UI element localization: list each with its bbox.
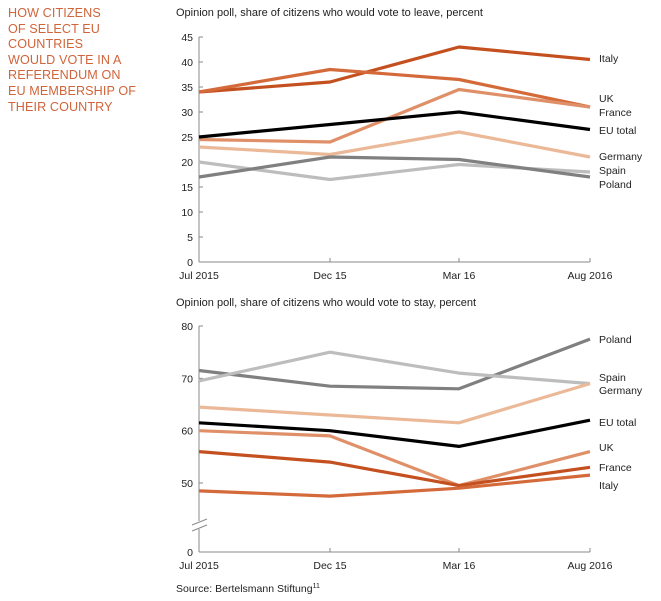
series-line-france <box>198 87 591 144</box>
series-line-eu-total <box>198 418 591 448</box>
headline-line: REFERENDUM ON <box>8 68 121 83</box>
source-text: Source: Bertelsmann Stiftung <box>176 583 313 595</box>
headline-line: HOW CITIZENS <box>8 6 101 20</box>
source-superscript: 11 <box>313 583 320 590</box>
y-tick-label: 5 <box>187 232 193 244</box>
headline-line: COUNTRIES <box>8 37 84 52</box>
end-label-italy: Italy <box>599 53 619 65</box>
end-label-germany: Germany <box>599 385 643 397</box>
chart-leave: Opinion poll, share of citizens who woul… <box>176 7 643 282</box>
axis-break-mark <box>191 518 208 526</box>
axis-break-mark <box>191 524 208 532</box>
end-label-eu-total: EU total <box>599 125 636 137</box>
end-label-spain: Spain <box>599 372 626 384</box>
y-tick-label: 30 <box>181 107 193 119</box>
headline-line: EU MEMBERSHIP OF <box>8 83 137 98</box>
end-label-poland: Poland <box>599 179 632 191</box>
x-tick-label: Dec 15 <box>313 560 346 572</box>
series-line-italy <box>198 45 591 94</box>
end-label-germany: Germany <box>599 151 643 163</box>
x-tick-label: Mar 16 <box>443 560 476 572</box>
series-line-uk <box>198 67 591 109</box>
end-label-uk: UK <box>599 93 614 105</box>
y-tick-label: 40 <box>181 57 193 69</box>
end-label-france: France <box>599 462 632 474</box>
headline-line: THEIR COUNTRY <box>8 99 113 114</box>
series-line-germany <box>198 130 591 159</box>
series-line-uk <box>198 429 591 488</box>
headline-line: WOULD VOTE IN A <box>8 52 122 67</box>
x-tick-label: Mar 16 <box>443 270 476 282</box>
x-tick-label: Dec 15 <box>313 270 346 282</box>
y-tick-label: 25 <box>181 132 193 144</box>
headline-line: OF SELECT EU <box>8 21 100 36</box>
chart-stay: Opinion poll, share of citizens who woul… <box>176 297 643 572</box>
y-tick-label: 45 <box>181 32 193 44</box>
y-tick-label: 35 <box>181 82 193 94</box>
end-label-spain: Spain <box>599 165 626 177</box>
series-line-germany <box>198 382 591 425</box>
x-tick-label: Aug 2016 <box>568 270 613 282</box>
y-tick-label: 15 <box>181 182 193 194</box>
headline: HOW CITIZENS OF SELECT EU COUNTRIES WOUL… <box>8 6 168 115</box>
series-line-italy <box>198 473 591 498</box>
y-tick-label: 80 <box>181 321 193 333</box>
y-tick-label: 70 <box>181 373 193 385</box>
series-line-eu-total <box>198 110 591 139</box>
y-tick-label: 0 <box>187 547 193 559</box>
series-line-poland <box>198 155 591 179</box>
series-line-spain <box>198 350 591 386</box>
series-line-france <box>198 450 591 488</box>
end-label-uk: UK <box>599 442 614 454</box>
end-label-france: France <box>599 107 632 119</box>
end-label-eu-total: EU total <box>599 417 636 429</box>
x-tick-label: Aug 2016 <box>568 560 613 572</box>
y-tick-label: 0 <box>187 257 193 269</box>
series-line-poland <box>198 337 591 391</box>
y-tick-label: 50 <box>181 478 193 490</box>
x-tick-label: Jul 2015 <box>179 560 219 572</box>
y-tick-label: 10 <box>181 207 193 219</box>
y-tick-label: 60 <box>181 426 193 438</box>
chart-title: Opinion poll, share of citizens who woul… <box>176 7 483 19</box>
end-label-italy: Italy <box>599 480 619 492</box>
y-tick-label: 20 <box>181 157 193 169</box>
end-label-poland: Poland <box>599 334 632 346</box>
source-note: Source: Bertelsmann Stiftung11 <box>176 583 320 595</box>
chart-title: Opinion poll, share of citizens who woul… <box>176 297 476 309</box>
x-tick-label: Jul 2015 <box>179 270 219 282</box>
